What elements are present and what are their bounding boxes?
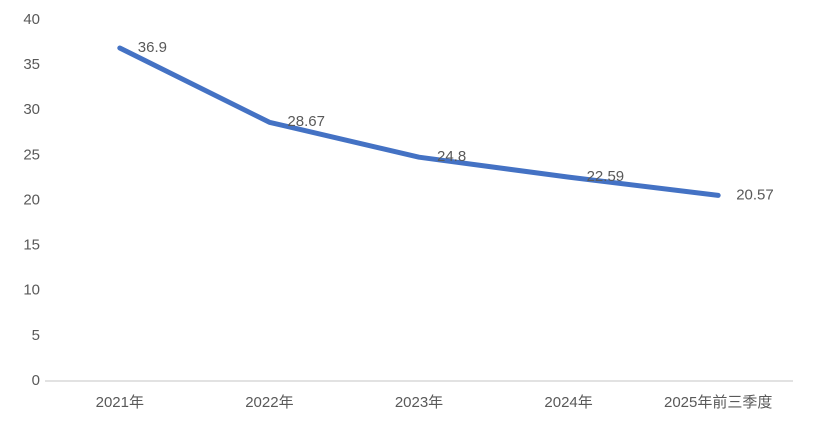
x-axis-category-label: 2023年 [395,394,443,411]
data-label: 20.57 [736,186,774,203]
y-axis-tick-label: 35 [23,56,40,73]
series-line [117,45,721,198]
data-label: 36.9 [138,39,167,56]
x-axis-category-label: 2021年 [96,394,144,411]
y-axis-tick-label: 5 [32,327,40,344]
y-axis-tick-label: 15 [23,237,40,254]
y-axis-tick-label: 40 [23,11,40,28]
x-axis-category-label: 2024年 [544,394,592,411]
y-axis-tick-label: 0 [32,372,40,389]
y-axis-tick-label: 20 [23,191,40,208]
y-axis-tick-label: 25 [23,146,40,163]
data-label: 28.67 [287,113,325,130]
data-label: 24.8 [437,148,466,165]
y-axis-tick-label: 30 [23,101,40,118]
y-axis-tick-label: 10 [23,282,40,299]
data-label: 22.59 [587,168,625,185]
x-axis-category-label: 2022年 [245,394,293,411]
x-axis-category-label: 2025年前三季度 [664,394,772,411]
